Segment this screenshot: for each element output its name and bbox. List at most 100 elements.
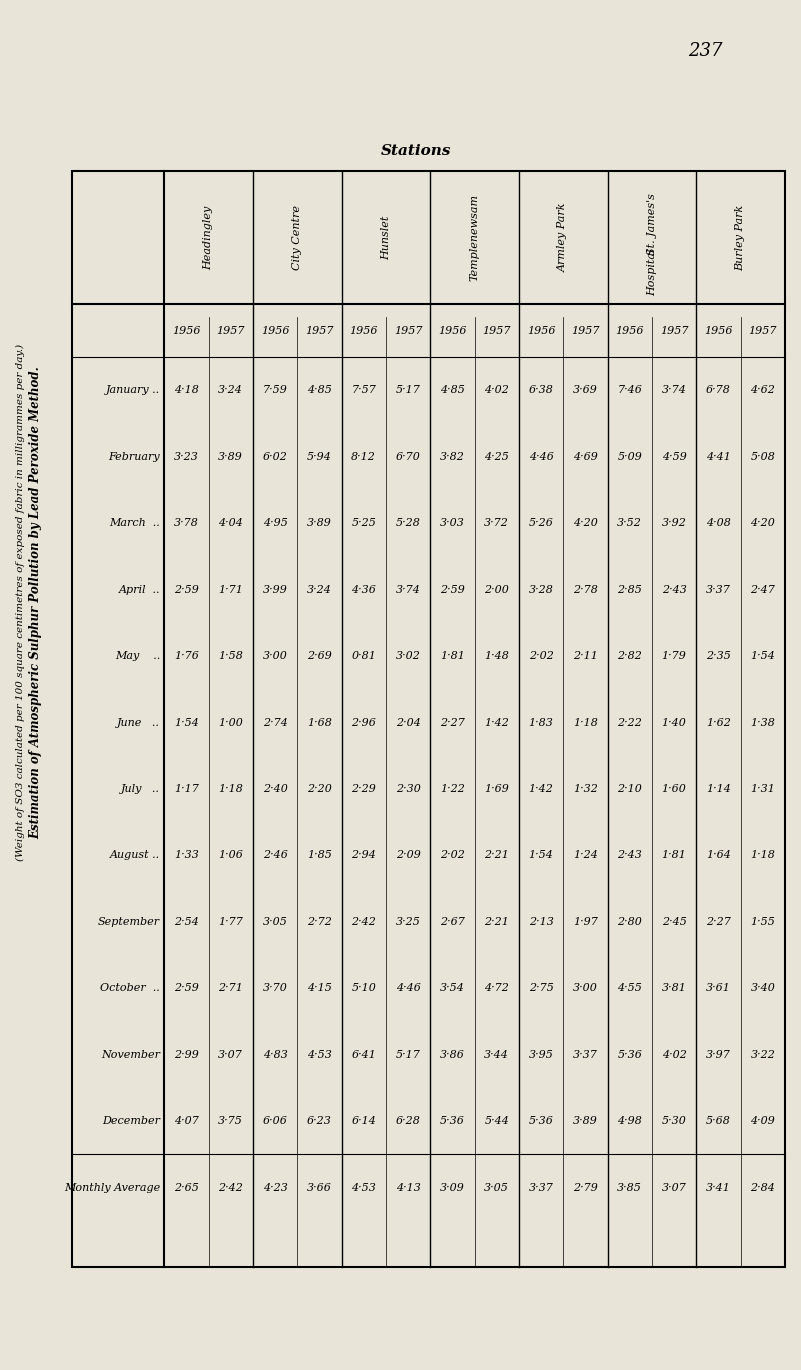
Text: 2·59: 2·59 — [174, 585, 199, 595]
Text: 1·22: 1·22 — [440, 784, 465, 795]
Text: 2·09: 2·09 — [396, 851, 421, 860]
Text: 5·17: 5·17 — [396, 385, 421, 396]
Text: 4·23: 4·23 — [263, 1182, 288, 1192]
Text: 1·32: 1·32 — [573, 784, 598, 795]
Text: 1·17: 1·17 — [174, 784, 199, 795]
Text: 2·65: 2·65 — [174, 1182, 199, 1192]
Text: 0·81: 0·81 — [352, 651, 376, 662]
Text: 2·43: 2·43 — [662, 585, 686, 595]
Text: 3·66: 3·66 — [307, 1182, 332, 1192]
Text: 2·96: 2·96 — [352, 718, 376, 727]
Text: 4·20: 4·20 — [751, 518, 775, 529]
Text: 2·43: 2·43 — [618, 851, 642, 860]
Text: 5·25: 5·25 — [352, 518, 376, 529]
Text: 1956: 1956 — [261, 326, 289, 336]
Text: 1·71: 1·71 — [219, 585, 244, 595]
Text: 3·81: 3·81 — [662, 984, 686, 993]
Text: Burley Park: Burley Park — [735, 204, 746, 271]
Text: 3·95: 3·95 — [529, 1049, 553, 1059]
Text: 1·81: 1·81 — [662, 851, 686, 860]
Text: 3·05: 3·05 — [263, 917, 288, 927]
Text: 2·30: 2·30 — [396, 784, 421, 795]
Text: 1·77: 1·77 — [219, 917, 244, 927]
Text: 1·60: 1·60 — [662, 784, 686, 795]
Text: 6·70: 6·70 — [396, 452, 421, 462]
Text: 3·23: 3·23 — [174, 452, 199, 462]
Text: Estimation of Atmospheric Sulphur Pollution by Lead Peroxide Method.: Estimation of Atmospheric Sulphur Pollut… — [30, 366, 42, 840]
Text: 2·27: 2·27 — [706, 917, 731, 927]
Text: 3·25: 3·25 — [396, 917, 421, 927]
Text: 4·53: 4·53 — [352, 1182, 376, 1192]
Text: 7·46: 7·46 — [618, 385, 642, 396]
Text: 1957: 1957 — [216, 326, 245, 336]
Text: 1·40: 1·40 — [662, 718, 686, 727]
Text: 4·53: 4·53 — [307, 1049, 332, 1059]
Text: 5·10: 5·10 — [352, 984, 376, 993]
Text: 6·14: 6·14 — [352, 1117, 376, 1126]
Text: 1·06: 1·06 — [219, 851, 244, 860]
Text: Hunslet: Hunslet — [381, 215, 391, 260]
Text: 3·99: 3·99 — [263, 585, 288, 595]
Text: 4·41: 4·41 — [706, 452, 731, 462]
Text: 2·84: 2·84 — [751, 1182, 775, 1192]
Text: 2·47: 2·47 — [751, 585, 775, 595]
Text: 1957: 1957 — [305, 326, 334, 336]
Text: 4·07: 4·07 — [174, 1117, 199, 1126]
Text: St. James's: St. James's — [647, 193, 657, 255]
Text: Monthly Average: Monthly Average — [64, 1182, 160, 1192]
Text: August ..: August .. — [110, 851, 160, 860]
Text: 4·83: 4·83 — [263, 1049, 288, 1059]
Text: 3·82: 3·82 — [440, 452, 465, 462]
Text: 2·67: 2·67 — [440, 917, 465, 927]
Text: 2·99: 2·99 — [174, 1049, 199, 1059]
Text: 2·21: 2·21 — [485, 851, 509, 860]
Text: 2·35: 2·35 — [706, 651, 731, 662]
Text: 3·89: 3·89 — [219, 452, 244, 462]
Text: 6·28: 6·28 — [396, 1117, 421, 1126]
Text: 3·24: 3·24 — [219, 385, 244, 396]
Text: 6·38: 6·38 — [529, 385, 553, 396]
Text: 5·68: 5·68 — [706, 1117, 731, 1126]
Text: 3·74: 3·74 — [662, 385, 686, 396]
Text: 2·54: 2·54 — [174, 917, 199, 927]
Text: 1·76: 1·76 — [174, 651, 199, 662]
Text: 6·23: 6·23 — [307, 1117, 332, 1126]
Text: 4·55: 4·55 — [618, 984, 642, 993]
Text: 3·97: 3·97 — [706, 1049, 731, 1059]
Text: 5·36: 5·36 — [440, 1117, 465, 1126]
Text: 1·83: 1·83 — [529, 718, 553, 727]
Text: 5·08: 5·08 — [751, 452, 775, 462]
Text: 2·82: 2·82 — [618, 651, 642, 662]
Text: 4·04: 4·04 — [219, 518, 244, 529]
Text: 1·18: 1·18 — [573, 718, 598, 727]
Text: 2·85: 2·85 — [618, 585, 642, 595]
Text: 1·68: 1·68 — [307, 718, 332, 727]
Text: 3·61: 3·61 — [706, 984, 731, 993]
Text: 3·78: 3·78 — [174, 518, 199, 529]
Text: 2·74: 2·74 — [263, 718, 288, 727]
Text: 1·42: 1·42 — [485, 718, 509, 727]
Text: 3·86: 3·86 — [440, 1049, 465, 1059]
Text: 6·06: 6·06 — [263, 1117, 288, 1126]
Text: 2·69: 2·69 — [307, 651, 332, 662]
Text: 1956: 1956 — [615, 326, 644, 336]
Text: 2·59: 2·59 — [174, 984, 199, 993]
Text: 1·00: 1·00 — [219, 718, 244, 727]
Text: 1·31: 1·31 — [751, 784, 775, 795]
Text: 4·20: 4·20 — [573, 518, 598, 529]
Text: 5·44: 5·44 — [485, 1117, 509, 1126]
Text: Templenewsam: Templenewsam — [469, 195, 480, 281]
Text: 3·02: 3·02 — [396, 651, 421, 662]
Text: 3·89: 3·89 — [307, 518, 332, 529]
Text: 6·41: 6·41 — [352, 1049, 376, 1059]
Text: January ..: January .. — [106, 385, 160, 396]
Text: 2·21: 2·21 — [485, 917, 509, 927]
Text: 1956: 1956 — [172, 326, 200, 336]
Text: Armley Park: Armley Park — [558, 203, 568, 273]
Text: 3·75: 3·75 — [219, 1117, 244, 1126]
Text: October  ..: October .. — [100, 984, 160, 993]
Text: 3·07: 3·07 — [219, 1049, 244, 1059]
Text: 2·71: 2·71 — [219, 984, 244, 993]
Text: 2·78: 2·78 — [573, 585, 598, 595]
Text: May    ..: May .. — [115, 651, 160, 662]
